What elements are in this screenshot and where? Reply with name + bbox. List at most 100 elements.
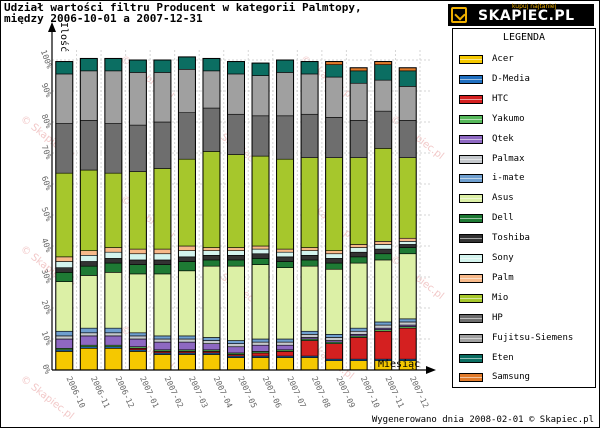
bar-segment (104, 172, 123, 248)
bar-segment (153, 253, 172, 261)
legend-label: i-mate (492, 173, 525, 184)
bar-segment (129, 264, 147, 275)
bar-segment (374, 244, 393, 250)
bar-segment (398, 237, 417, 242)
legend-label: Eten (492, 352, 514, 363)
x-tick-label: 2006-12 (114, 375, 136, 410)
bar-segment (202, 247, 221, 251)
bar-segment (300, 357, 319, 371)
legend-label: Palm (492, 272, 514, 283)
bar-segment (153, 335, 172, 340)
x-tick-label: 2006-11 (89, 375, 111, 410)
bar-segment (178, 354, 196, 371)
bar-segment (398, 241, 417, 245)
bar-segment (129, 171, 147, 250)
bar-segment (251, 344, 270, 352)
bar-segment (178, 250, 196, 258)
bar-segment (55, 256, 74, 262)
bar-segment (300, 61, 319, 75)
y-tick-label: 60% (40, 175, 53, 192)
bar-segment (129, 332, 147, 337)
bar-segment (374, 148, 393, 242)
bar-segment (153, 354, 172, 371)
legend-swatch (459, 134, 483, 144)
bar-segment (325, 337, 343, 341)
watermark-text: © Skapiec.pl (388, 114, 445, 162)
bar-segment (80, 255, 98, 262)
bar-segment (178, 270, 196, 337)
skapiec-logo[interactable]: kupuj najtaniej SKAPIEC.PL (448, 3, 594, 26)
bar-segment (202, 265, 221, 338)
x-tick-label: 2007-03 (187, 375, 209, 410)
bar-segment (398, 70, 417, 87)
y-tick-label: 0% (40, 363, 52, 375)
bar-segment (276, 59, 294, 73)
bar-segment (398, 157, 417, 239)
legend-swatch (459, 254, 483, 263)
bar-segment (55, 261, 74, 268)
bar-segment (104, 123, 123, 174)
bar-segment (178, 112, 196, 160)
bar-segment (276, 158, 294, 250)
y-axis-arrow-icon (48, 22, 56, 32)
bar-segment (349, 120, 368, 158)
bar-segment (398, 86, 417, 121)
bar-segment (153, 273, 172, 337)
bar-segment (227, 346, 245, 354)
footer-generated-note: Wygenerowano dnia 2008-02-01 © Skapiec.p… (371, 415, 594, 425)
bar-segment (80, 58, 98, 72)
bar-segment (80, 261, 98, 267)
bar-segment (104, 247, 123, 253)
x-tick-label: 2007-09 (334, 375, 356, 410)
bar-segment (276, 341, 294, 346)
legend-swatch (459, 174, 483, 184)
bar-segment (300, 73, 319, 115)
bar-segment (178, 341, 196, 351)
legend-label: Samsung (492, 372, 530, 383)
bar-segment (325, 157, 343, 251)
bar-segment (251, 115, 270, 157)
legend-swatch (459, 234, 483, 244)
chart-title-line-1: Udział wartości filtru Producent w kateg… (4, 1, 362, 14)
bar-segment (227, 357, 245, 371)
bar-segment (178, 245, 196, 251)
bar-segment (325, 258, 343, 264)
bar-segment (80, 169, 98, 251)
bar-segment (276, 357, 294, 371)
bar-segment (104, 327, 123, 334)
bar-segment (349, 247, 368, 253)
bar-segment (55, 73, 74, 124)
bar-segment (300, 334, 319, 338)
bar-segment (55, 172, 74, 258)
bar-segment (374, 253, 393, 261)
bar-segment (251, 341, 270, 346)
bar-segment (153, 341, 172, 351)
x-tick-label: 2007-04 (212, 375, 234, 410)
bar-segment (153, 248, 172, 255)
x-axis-label: Miesiąc (378, 359, 420, 370)
x-tick-label: 2007-12 (408, 375, 430, 410)
legend-swatch (459, 353, 483, 363)
bar-segment (227, 73, 245, 115)
bar-segment (129, 259, 147, 265)
bar-segment (55, 272, 74, 282)
legend-swatch (459, 154, 483, 164)
bar-segment (202, 343, 221, 351)
bar-segment (300, 157, 319, 248)
bar-segment (227, 61, 245, 75)
x-tick-label: 2007-05 (236, 375, 258, 410)
legend-swatch (459, 293, 483, 303)
bar-segment (300, 255, 319, 261)
bar-segment (325, 360, 343, 371)
bar-segment (325, 117, 343, 158)
x-axis-arrow-icon (426, 366, 436, 374)
legend-label: Yakumo (492, 113, 525, 124)
bar-segment (227, 340, 245, 344)
bar-segment (202, 354, 221, 371)
y-tick-label: 20% (40, 299, 53, 316)
bar-segment (104, 58, 123, 72)
bar-segment (129, 335, 147, 340)
bar-segment (325, 343, 343, 360)
bar-segment (80, 70, 98, 121)
bar-segment (251, 338, 270, 343)
